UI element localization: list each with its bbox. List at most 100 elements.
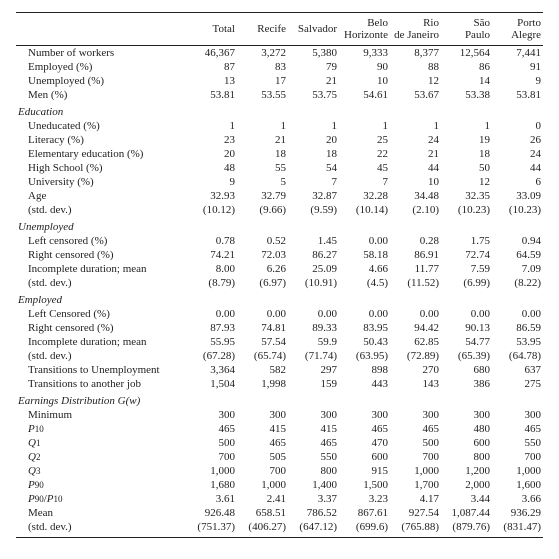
table-row: Q2700505550600700800700 [16, 450, 543, 464]
cell: 0.94 [492, 234, 543, 248]
cell: 926.48 [186, 506, 237, 520]
section-header-row: Employed [16, 290, 543, 307]
cell: 480 [441, 422, 492, 436]
cell: 88 [390, 60, 441, 74]
cell: 55.95 [186, 335, 237, 349]
cell: (765.88) [390, 520, 441, 538]
cell: 48 [186, 161, 237, 175]
row-label: Unemployed (%) [16, 74, 186, 88]
cell: 4.66 [339, 262, 390, 276]
row-label: (std. dev.) [16, 276, 186, 290]
cell: 1.45 [288, 234, 339, 248]
cell: 800 [288, 464, 339, 478]
cell: (699.6) [339, 520, 390, 538]
cell: 915 [339, 464, 390, 478]
row-label: Unemployed [16, 217, 543, 234]
cell: 1,000 [390, 464, 441, 478]
cell: 6.26 [237, 262, 288, 276]
cell: 94.42 [390, 321, 441, 335]
cell: (72.89) [390, 349, 441, 363]
cell: 1.75 [441, 234, 492, 248]
cell: 2,000 [441, 478, 492, 492]
cell: (2.10) [390, 203, 441, 217]
cell: 0.78 [186, 234, 237, 248]
cell: 86.27 [288, 248, 339, 262]
cell: 18 [441, 147, 492, 161]
table-row: (std. dev.)(751.37)(406.27)(647.12)(699.… [16, 520, 543, 538]
cell: 32.28 [339, 189, 390, 203]
cell: (879.76) [441, 520, 492, 538]
cell: 3.23 [339, 492, 390, 506]
column-header: BeloHorizonte [339, 13, 390, 46]
row-label: Uneducated (%) [16, 119, 186, 133]
cell: 7.59 [441, 262, 492, 276]
section-header-row: Education [16, 102, 543, 119]
cell: (6.99) [441, 276, 492, 290]
cell: 1,400 [288, 478, 339, 492]
cell: 1,700 [390, 478, 441, 492]
cell: 24 [390, 133, 441, 147]
cell: 53.67 [390, 88, 441, 102]
cell: (4.5) [339, 276, 390, 290]
cell: 74.81 [237, 321, 288, 335]
cell: 2.41 [237, 492, 288, 506]
row-label: (std. dev.) [16, 520, 186, 538]
cell: 32.93 [186, 189, 237, 203]
cell: 300 [492, 408, 543, 422]
cell: (9.66) [237, 203, 288, 217]
row-label: Earnings Distribution G(w) [16, 391, 543, 408]
data-table: TotalRecifeSalvadorBeloHorizonteRiode Ja… [16, 12, 543, 538]
row-label: Right censored (%) [16, 321, 186, 335]
row-label: (std. dev.) [16, 349, 186, 363]
column-header: SãoPaulo [441, 13, 492, 46]
cell: 300 [441, 408, 492, 422]
cell: (406.27) [237, 520, 288, 538]
row-label: Q3 [16, 464, 186, 478]
cell: 74.21 [186, 248, 237, 262]
cell: 10 [390, 175, 441, 189]
cell: 415 [288, 422, 339, 436]
cell: 7.09 [492, 262, 543, 276]
row-label: Employed [16, 290, 543, 307]
cell: 700 [186, 450, 237, 464]
cell: 21 [237, 133, 288, 147]
cell: (8.22) [492, 276, 543, 290]
cell: 59.9 [288, 335, 339, 349]
row-label: (std. dev.) [16, 203, 186, 217]
cell: 0 [492, 119, 543, 133]
row-label: Incomplete duration; mean [16, 262, 186, 276]
cell: 12 [441, 175, 492, 189]
cell: 13 [186, 74, 237, 88]
cell: 800 [441, 450, 492, 464]
cell: 90 [339, 60, 390, 74]
cell: 3,272 [237, 46, 288, 61]
cell: 386 [441, 377, 492, 391]
cell: 8,377 [390, 46, 441, 61]
cell: 24 [492, 147, 543, 161]
cell: 86 [441, 60, 492, 74]
cell: 33.09 [492, 189, 543, 203]
cell: 50.43 [339, 335, 390, 349]
cell: 89.33 [288, 321, 339, 335]
table-body: Number of workers46,3673,2725,3809,3338,… [16, 46, 543, 538]
table-row: High School (%)48555445445044 [16, 161, 543, 175]
cell: 64.59 [492, 248, 543, 262]
cell: 23 [186, 133, 237, 147]
table-header: TotalRecifeSalvadorBeloHorizonteRiode Ja… [16, 13, 543, 46]
cell: 20 [288, 133, 339, 147]
cell: 12 [390, 74, 441, 88]
cell: 500 [186, 436, 237, 450]
cell: 600 [441, 436, 492, 450]
cell: 53.81 [186, 88, 237, 102]
table-row: (std. dev.)(67.28)(65.74)(71.74)(63.95)(… [16, 349, 543, 363]
cell: 34.48 [390, 189, 441, 203]
table-row: Left censored (%)0.780.521.450.000.281.7… [16, 234, 543, 248]
cell: 297 [288, 363, 339, 377]
cell: 0.00 [492, 307, 543, 321]
cell: 1,504 [186, 377, 237, 391]
cell: 72.03 [237, 248, 288, 262]
table-row: Elementary education (%)20181822211824 [16, 147, 543, 161]
cell: 9 [492, 74, 543, 88]
cell: 53.95 [492, 335, 543, 349]
cell: 637 [492, 363, 543, 377]
